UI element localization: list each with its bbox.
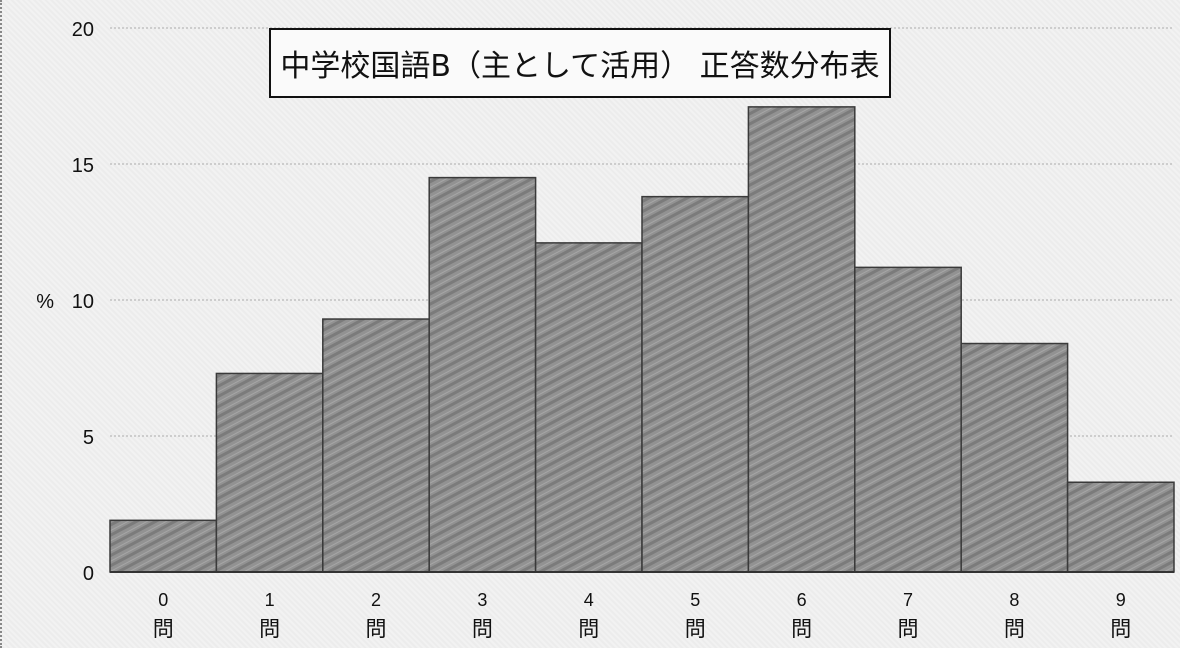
- y-tick-label-10: 10: [72, 291, 94, 313]
- bar-7: [854, 266, 962, 573]
- x-tick-label-2: 2: [371, 590, 381, 610]
- axes: 0 5 10 15 20% 0 問 1 問 2 問 3 問 4 問 5 問 6 問 7 問 8 問 9 問: [36, 19, 1174, 641]
- x-tick-suffix-8: 問: [1004, 618, 1025, 641]
- bar-8: [960, 342, 1069, 573]
- x-tick-suffix-3: 問: [472, 618, 493, 641]
- x-tick-suffix-2: 問: [366, 618, 387, 641]
- y-tick-label-15: 15: [72, 155, 94, 177]
- bar-0: [109, 519, 218, 573]
- bar-2: [322, 318, 430, 573]
- x-tick-suffix-0: 問: [153, 618, 174, 641]
- bar-5: [641, 195, 750, 573]
- chart-title: 中学校国語B（主として活用） 正答数分布表: [269, 28, 891, 98]
- bar-4: [534, 242, 643, 573]
- bars: [109, 106, 1175, 573]
- bar-3: [428, 176, 537, 573]
- y-tick-label-0: 0: [83, 563, 94, 585]
- x-tick-suffix-9: 問: [1110, 618, 1131, 641]
- x-tick-label-9: 9: [1116, 590, 1126, 610]
- x-tick-suffix-1: 問: [259, 618, 280, 641]
- bar-9: [1066, 481, 1175, 573]
- x-tick-suffix-7: 問: [898, 618, 919, 641]
- x-tick-label-5: 5: [690, 590, 700, 610]
- x-tick-label-0: 0: [158, 590, 168, 610]
- y-tick-label-20: 20: [72, 19, 94, 41]
- x-tick-suffix-6: 問: [791, 618, 812, 641]
- x-tick-suffix-5: 問: [685, 618, 706, 641]
- x-tick-label-4: 4: [584, 590, 594, 610]
- x-tick-label-6: 6: [797, 590, 807, 610]
- y-tick-label-5: 5: [83, 427, 94, 449]
- bar-1: [215, 372, 324, 573]
- x-tick-suffix-4: 問: [578, 618, 599, 641]
- bar-6: [747, 106, 856, 573]
- x-tick-label-8: 8: [1009, 590, 1019, 610]
- y-axis-label: %: [36, 291, 54, 313]
- x-tick-label-1: 1: [265, 590, 275, 610]
- x-tick-label-3: 3: [477, 590, 487, 610]
- x-tick-label-7: 7: [903, 590, 913, 610]
